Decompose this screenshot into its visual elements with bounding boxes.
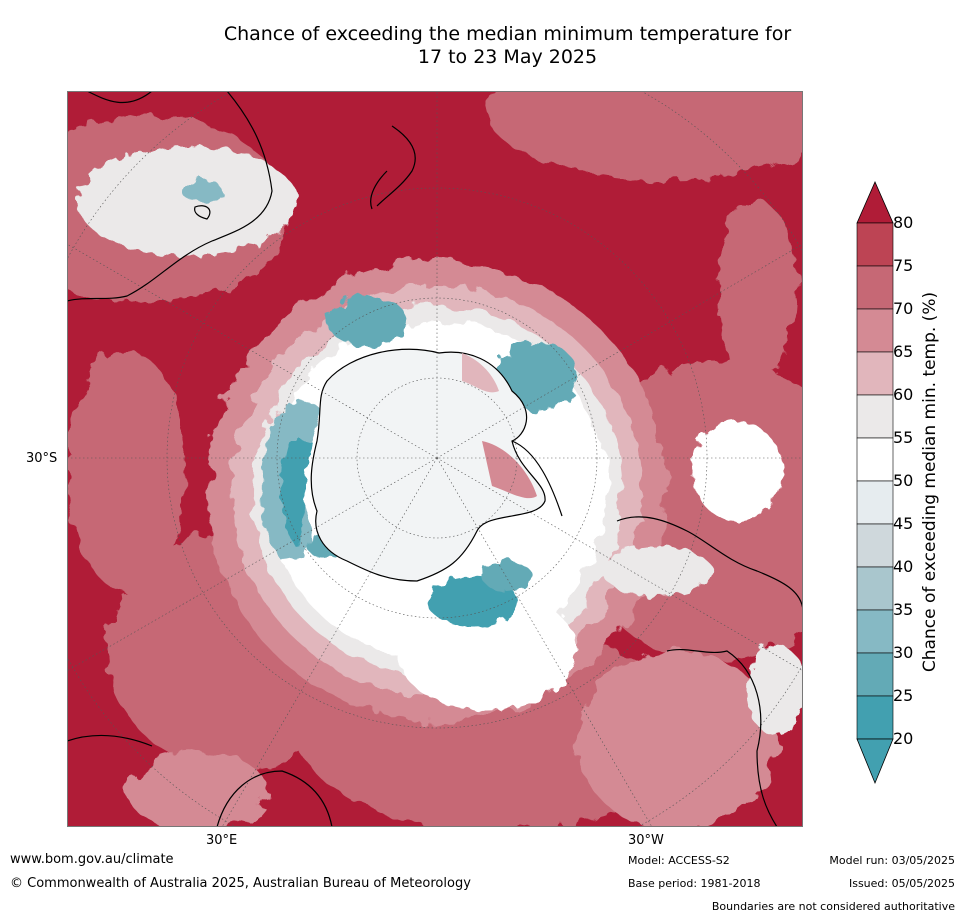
colorbar-band-b55: [856, 394, 894, 439]
colorbar-band-b45: [856, 480, 894, 525]
lon-30w-label: 30°W: [628, 833, 664, 848]
colorbar-band-b35: [856, 566, 894, 611]
colorbar-band-b70: [856, 265, 894, 310]
coastlines: [67, 91, 803, 827]
colorbar-tick-50: 50: [893, 471, 914, 490]
graticule: [67, 91, 803, 827]
colorbar-tick-40: 40: [893, 557, 914, 576]
colorbar-tick-70: 70: [893, 299, 914, 318]
footer-base-period: Base period: 1981-2018: [628, 877, 761, 890]
colorbar-band-b60: [856, 351, 894, 396]
footer-boundaries: Boundaries are not considered authoritat…: [711, 900, 955, 913]
south-america: [616, 516, 803, 827]
footer-copyright: © Commonwealth of Australia 2025, Austra…: [10, 876, 471, 891]
colorbar-band-b25: [856, 652, 894, 697]
colorbar-tick-20: 20: [893, 729, 914, 748]
colorbar-tick-60: 60: [893, 385, 914, 404]
probability-map: [67, 91, 803, 827]
footer-model: Model: ACCESS-S2: [628, 854, 730, 867]
map-title: Chance of exceeding the median minimum t…: [0, 23, 965, 69]
colorbar-max-arrow: [856, 181, 894, 224]
footer-model-run: Model run: 03/05/2025: [829, 854, 955, 867]
colorbar-tick-80: 80: [893, 213, 914, 232]
low-probability-patches: [182, 179, 577, 626]
colorbar-band-b30: [856, 609, 894, 654]
colorbar: [856, 181, 894, 785]
colorbar-tick-25: 25: [893, 686, 914, 705]
colorbar-label: Chance of exceeding median min. temp. (%…: [920, 291, 940, 673]
colorbar-tick-30: 30: [893, 643, 914, 662]
colorbar-tick-35: 35: [893, 600, 914, 619]
colorbar-tick-45: 45: [893, 514, 914, 533]
tasmania: [194, 205, 211, 220]
colorbar-tick-75: 75: [893, 256, 914, 275]
colorbar-band-b65: [856, 308, 894, 353]
colorbar-tick-65: 65: [893, 342, 914, 361]
colorbar-band-b40: [856, 523, 894, 568]
lat-30s-label: 30°S: [26, 451, 58, 466]
title-line-1: Chance of exceeding the median minimum t…: [223, 23, 792, 45]
colorbar-band-b75: [856, 222, 894, 267]
title-line-2: 17 to 23 May 2025: [417, 46, 598, 68]
footer-issued: Issued: 05/05/2025: [848, 877, 955, 890]
footer-url: www.bom.gov.au/climate: [10, 852, 174, 867]
africa: [67, 734, 333, 827]
lon-30e-label: 30°E: [206, 833, 238, 848]
colorbar-min-arrow: [856, 738, 894, 785]
colorbar-tick-55: 55: [893, 428, 914, 447]
antarctica: [310, 348, 563, 582]
colorbar-band-b50: [856, 437, 894, 482]
colorbar-band-b20: [856, 695, 894, 740]
australia-coast: [67, 91, 273, 302]
new-zealand: [370, 125, 416, 210]
